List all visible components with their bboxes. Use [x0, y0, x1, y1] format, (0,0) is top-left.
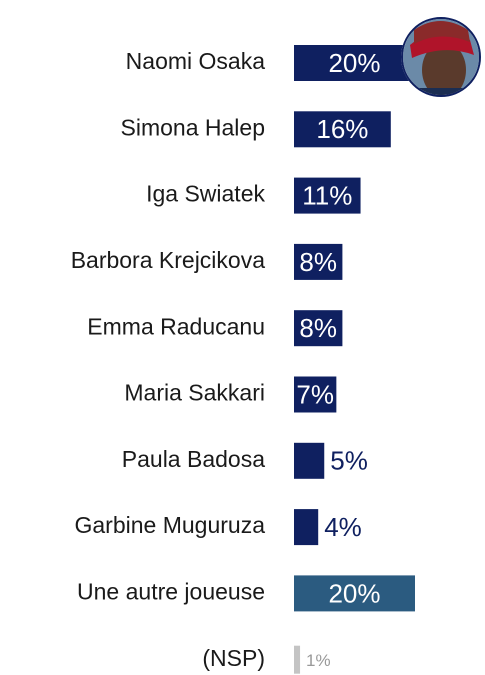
category-label: Naomi Osaka [126, 48, 266, 74]
bar [294, 646, 300, 674]
page: {"chart_data": {"type": "bar", "orientat… [0, 0, 485, 675]
value-label: 11% [302, 180, 352, 210]
category-label: Simona Halep [121, 114, 265, 140]
category-label: Garbine Muguruza [75, 512, 266, 538]
bar [294, 509, 318, 545]
value-label: 4% [324, 512, 362, 542]
value-label: 20% [328, 578, 380, 608]
chart: Naomi Osaka 20% Simona Halep 16% Iga Swiatek… [0, 0, 485, 675]
category-label: Emma Raducanu [87, 313, 265, 339]
player-photo [400, 17, 482, 100]
category-label: Barbora Krejcikova [71, 247, 266, 273]
value-label: 8% [299, 313, 337, 343]
bar [294, 443, 324, 479]
value-label: 1% [306, 651, 331, 670]
category-label: Maria Sakkari [124, 380, 265, 406]
value-label: 20% [328, 48, 380, 78]
value-label: 5% [330, 446, 368, 476]
category-label: Une autre joueuse [77, 578, 265, 604]
category-label: Paula Badosa [122, 446, 265, 472]
category-label: Iga Swiatek [146, 181, 265, 207]
bars: Naomi Osaka 20% Simona Halep 16% Iga Swiatek… [71, 45, 415, 674]
value-label: 7% [296, 379, 334, 409]
value-label: 16% [316, 114, 368, 144]
category-label: (NSP) [202, 645, 265, 671]
value-label: 8% [299, 247, 337, 277]
